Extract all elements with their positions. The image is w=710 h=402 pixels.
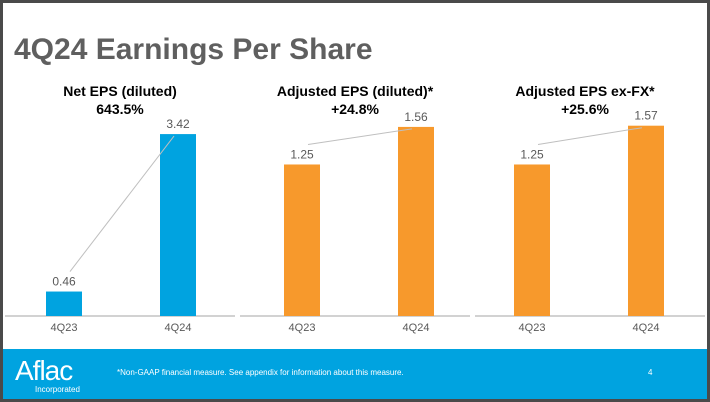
footnote: *Non-GAAP financial measure. See appendi… (117, 368, 404, 377)
logo-subtitle: Incorporated (35, 385, 80, 394)
data-label: 1.25 (520, 147, 544, 161)
connector-line (537, 127, 643, 145)
connector-line (69, 135, 175, 272)
x-tick-label: 4Q24 (165, 322, 192, 334)
x-tick-label: 4Q24 (403, 322, 430, 334)
data-label: 3.42 (166, 117, 190, 131)
x-tick-label: 4Q23 (519, 322, 546, 334)
page-title: 4Q24 Earnings Per Share (14, 33, 373, 66)
bar-4q23 (284, 164, 320, 316)
panel-title-adjusted-eps: Adjusted EPS (diluted)* (276, 83, 434, 99)
panel-title-net-eps: Net EPS (diluted) (63, 83, 177, 99)
connector-line (307, 128, 413, 145)
footer: Aflac Incorporated *Non-GAAP financial m… (3, 349, 707, 399)
eps-charts: 0.46 4Q23 3.42 4Q24 1.25 4Q23 1.56 4Q24 1.25 4Q23… (5, 109, 705, 334)
bar-4q24 (628, 125, 664, 317)
bar-4q24 (398, 126, 434, 316)
data-label: 1.57 (634, 109, 658, 123)
bar-4q23 (514, 164, 550, 316)
x-tick-label: 4Q24 (633, 322, 660, 334)
data-label: 1.25 (290, 147, 314, 161)
bar-4q23 (46, 291, 82, 316)
slide: 4Q24 Earnings Per Share Net EPS (diluted… (3, 3, 707, 399)
bar-4q24 (160, 134, 196, 316)
page-number: 4 (648, 368, 653, 377)
data-label: 1.56 (404, 110, 428, 124)
panel-change-net-eps: 643.5% (96, 101, 144, 117)
aflac-logo: Aflac (15, 355, 73, 386)
panel-change-adjusted-eps: +24.8% (331, 101, 379, 117)
data-label: 0.46 (52, 275, 76, 289)
panel-change-adjusted-eps-exfx: +25.6% (561, 101, 609, 117)
x-tick-label: 4Q23 (289, 322, 316, 334)
x-tick-label: 4Q23 (51, 322, 78, 334)
panel-title-adjusted-eps-exfx: Adjusted EPS ex-FX* (515, 83, 655, 99)
